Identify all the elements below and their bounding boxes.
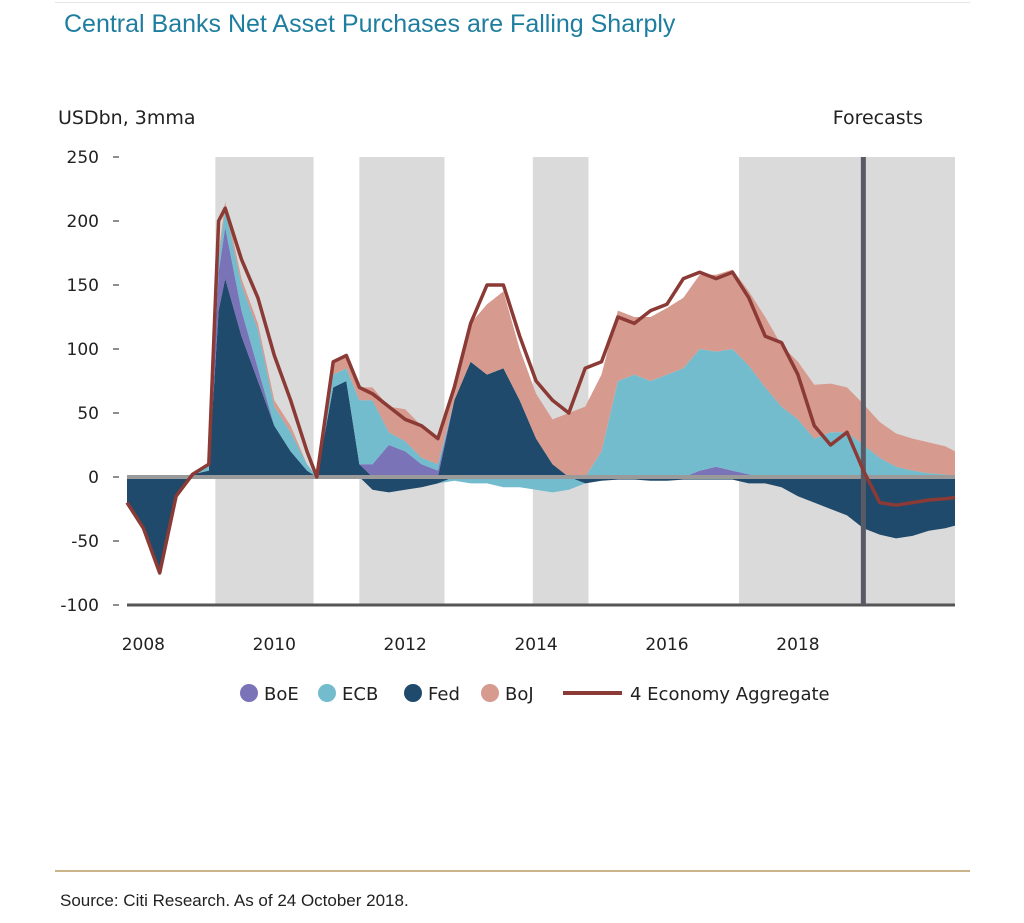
bottom-rule xyxy=(55,870,970,872)
y-tick-label: 200 xyxy=(67,212,99,232)
legend-swatch-boj xyxy=(481,684,499,702)
y-tick-label: 100 xyxy=(67,340,99,360)
legend-label-aggregate: 4 Economy Aggregate xyxy=(630,684,830,705)
shaded-band-2 xyxy=(359,157,445,605)
legend-swatch-ecb xyxy=(318,684,336,702)
legend-swatch-fed xyxy=(404,684,422,702)
y-tick-label: 0 xyxy=(88,468,99,488)
x-tick-label: 2014 xyxy=(514,635,557,655)
legend: BoE ECB Fed BoJ 4 Economy Aggregate xyxy=(240,684,830,705)
y-tick-label: 150 xyxy=(67,276,99,296)
y-tick-label: -50 xyxy=(71,532,99,552)
x-tick-label: 2018 xyxy=(776,635,819,655)
shaded-bands xyxy=(215,157,955,605)
legend-swatch-boe xyxy=(240,684,258,702)
x-tick-label: 2016 xyxy=(645,635,688,655)
y-axis-label: USDbn, 3mma xyxy=(58,107,196,129)
page-title: Central Banks Net Asset Purchases are Fa… xyxy=(64,10,676,38)
y-tick-label: 50 xyxy=(77,404,99,424)
x-tick-label: 2008 xyxy=(122,635,165,655)
x-tick-label: 2012 xyxy=(384,635,427,655)
legend-label-fed: Fed xyxy=(428,684,460,705)
top-rule xyxy=(55,2,970,3)
x-axis-ticks: 2008 2010 2012 2014 2016 2018 xyxy=(122,635,820,655)
y-tick-label: -100 xyxy=(60,596,99,616)
aggregate-line xyxy=(125,206,956,575)
source-note: Source: Citi Research. As of 24 October … xyxy=(60,891,409,910)
area-fed-positive xyxy=(127,278,955,477)
y-axis-ticks: 250 200 150 100 50 0 -50 -100 xyxy=(60,148,119,616)
area-ecb-positive xyxy=(127,208,955,477)
legend-label-boj: BoJ xyxy=(505,684,534,705)
legend-label-ecb: ECB xyxy=(342,684,378,705)
legend-label-boe: BoE xyxy=(264,684,299,705)
forecast-label: Forecasts xyxy=(833,107,923,129)
x-tick-label: 2010 xyxy=(253,635,296,655)
area-boj-positive xyxy=(127,201,955,478)
y-tick-label: 250 xyxy=(67,148,99,168)
